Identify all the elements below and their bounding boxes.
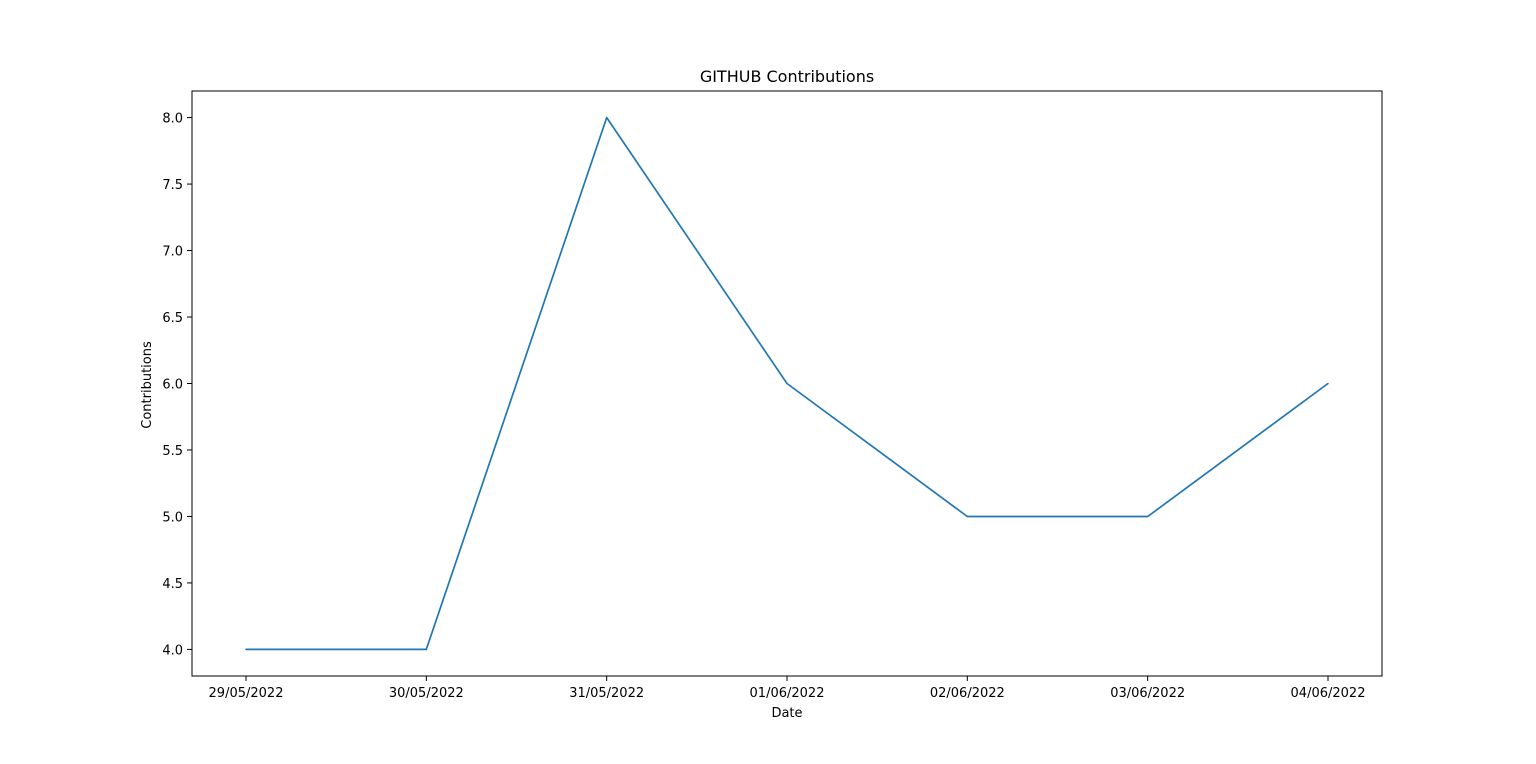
y-tick-label: 6.5	[162, 311, 183, 326]
y-tick-label: 5.5	[162, 444, 183, 459]
data-point	[425, 648, 428, 651]
plot-area-frame	[191, 90, 1383, 677]
y-tick-label: 7.0	[162, 245, 183, 260]
data-point	[1146, 515, 1149, 518]
series-layer	[245, 116, 1329, 651]
x-tick-label: 03/06/2022	[1110, 686, 1185, 701]
x-axis-label: Date	[771, 706, 802, 721]
data-point	[605, 116, 608, 119]
x-tick-label: 30/05/2022	[389, 686, 464, 701]
y-axis-ticks: 4.0 4.5 5.0 5.5 6.0 6.5 7.0 7.5 8.0	[162, 112, 192, 658]
data-point	[245, 648, 247, 651]
y-tick-label: 5.0	[162, 510, 183, 525]
data-point	[786, 382, 788, 385]
data-point	[966, 515, 969, 518]
x-tick-label: 04/06/2022	[1291, 686, 1366, 701]
y-tick-label: 4.5	[162, 577, 183, 592]
y-tick-label: 7.5	[162, 178, 183, 193]
x-tick-label: 31/05/2022	[569, 686, 644, 701]
x-tick-label: 01/06/2022	[750, 686, 825, 701]
y-tick-label: 6.0	[162, 378, 183, 393]
data-point	[1327, 382, 1329, 385]
chart-title: GITHUB Contributions	[700, 67, 874, 86]
y-tick-label: 8.0	[162, 112, 183, 127]
y-axis-label: Contributions	[140, 341, 155, 429]
y-tick-label: 4.0	[162, 643, 183, 658]
x-tick-label: 29/05/2022	[209, 686, 284, 701]
x-axis-ticks: 29/05/2022 30/05/2022 31/05/2022 01/06/2022…	[209, 676, 1366, 701]
x-tick-label: 02/06/2022	[930, 686, 1005, 701]
